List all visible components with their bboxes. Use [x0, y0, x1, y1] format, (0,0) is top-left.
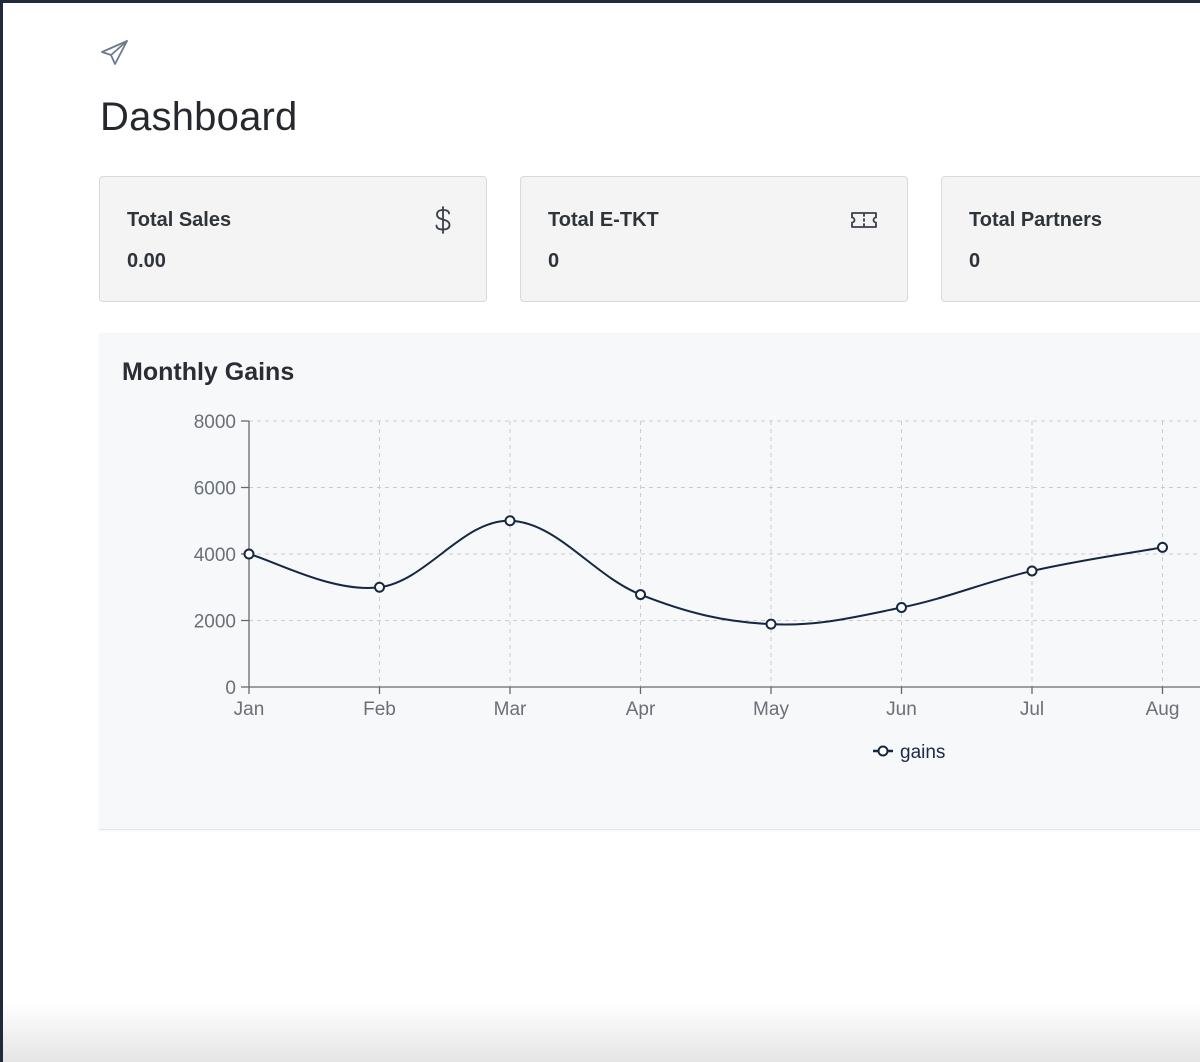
chart-title: Monthly Gains: [122, 358, 295, 386]
ticket-icon: [851, 212, 877, 228]
page-title: Dashboard: [100, 95, 298, 139]
card-label: Total E-TKT: [548, 209, 659, 231]
x-tick-label: Feb: [363, 699, 396, 720]
monthly-gains-chart: 0 2000 4000 6000 8000 Jan Feb Mar Apr May Jun Jul Au…: [194, 412, 1200, 763]
data-point: [243, 548, 255, 560]
y-tick-label: 2000: [194, 612, 236, 633]
paper-plane-icon[interactable]: [99, 37, 131, 67]
monthly-gains-panel: Monthly Gains 0 2000 4000 6000 8000 Jan Feb Mar…: [99, 333, 1200, 830]
data-point: [765, 618, 777, 630]
card-label: Total Partners: [969, 209, 1102, 231]
data-point: [504, 515, 516, 527]
card-label: Total Sales: [127, 209, 232, 231]
data-point: [896, 602, 907, 614]
x-tick-label: Apr: [626, 699, 656, 720]
legend-label: gains: [900, 742, 945, 763]
legend-marker: [877, 745, 889, 757]
data-point: [1157, 541, 1168, 553]
y-tick-label: 8000: [194, 412, 236, 433]
x-tick-label: May: [753, 699, 789, 720]
total-partners-card: Total Partners 0: [941, 176, 1200, 302]
y-tick-label: 6000: [194, 479, 236, 500]
x-tick-label: Mar: [494, 699, 527, 720]
x-tick-label: Jul: [1020, 699, 1044, 720]
bottom-fade: [3, 1002, 1200, 1062]
y-tick-label: 0: [225, 678, 236, 699]
total-etkt-card: Total E-TKT 0: [520, 176, 908, 302]
card-value: 0: [969, 250, 981, 272]
series-line-gains: [248, 519, 1163, 626]
y-tick-label: 4000: [194, 545, 236, 566]
data-point: [635, 589, 646, 601]
x-tick-label: Aug: [1146, 699, 1180, 720]
data-point: [1026, 565, 1038, 577]
data-point: [374, 581, 385, 593]
dollar-icon: [435, 206, 451, 234]
total-sales-card: Total Sales 0.00: [99, 176, 487, 302]
x-tick-label: Jan: [234, 699, 265, 720]
x-tick-label: Jun: [886, 699, 917, 720]
card-value: 0.00: [127, 250, 166, 272]
card-value: 0: [548, 250, 560, 272]
